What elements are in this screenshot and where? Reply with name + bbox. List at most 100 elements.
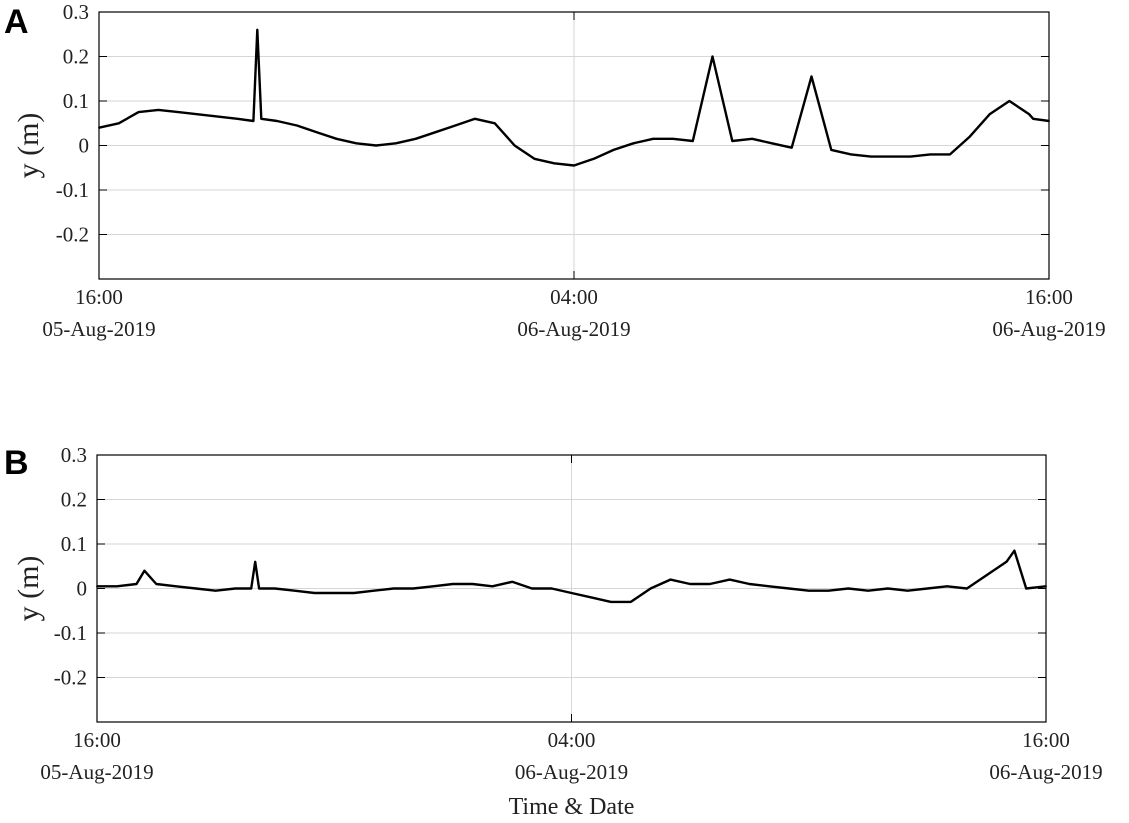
data-point <box>531 587 533 590</box>
data-point <box>194 587 197 590</box>
data-point <box>394 142 397 145</box>
data-point <box>985 574 988 577</box>
data-point <box>513 144 516 147</box>
data-point <box>788 587 790 590</box>
x-tick-date: 06-Aug-2019 <box>992 317 1105 341</box>
data-point <box>454 124 457 127</box>
data-point <box>966 587 968 590</box>
data-point <box>252 120 255 122</box>
data-point <box>250 587 253 590</box>
data-point <box>214 589 217 592</box>
x-tick-date: 06-Aug-2019 <box>517 317 630 341</box>
x-tick-date: 06-Aug-2019 <box>515 760 628 784</box>
x-tick-time: 16:00 <box>1022 728 1070 752</box>
y-tick-label: 0.1 <box>61 532 87 556</box>
data-point <box>216 115 219 118</box>
x-tick-date: 05-Aug-2019 <box>40 760 153 784</box>
y-tick-label: -0.1 <box>54 621 87 645</box>
data-point <box>375 144 377 147</box>
data-point <box>234 587 237 590</box>
data-point <box>274 587 276 590</box>
x-tick-time: 16:00 <box>75 285 123 309</box>
x-tick-date: 05-Aug-2019 <box>42 317 155 341</box>
data-point <box>629 600 632 603</box>
y-tick-label: 0 <box>79 134 90 158</box>
data-point <box>355 142 358 145</box>
data-point <box>236 117 239 120</box>
data-point <box>296 124 298 127</box>
data-point <box>711 55 714 58</box>
data-point <box>612 149 615 151</box>
data-point <box>276 120 279 122</box>
data-point <box>1025 587 1028 590</box>
data-point <box>412 587 415 590</box>
data-point <box>553 162 556 165</box>
data-point <box>949 153 951 156</box>
data-point <box>570 592 573 594</box>
data-point <box>652 137 655 140</box>
data-point <box>197 113 199 116</box>
data-point <box>926 587 929 590</box>
data-point <box>96 585 98 588</box>
data-point <box>867 589 869 592</box>
data-point <box>293 589 296 592</box>
panel-letter: B <box>4 444 29 482</box>
data-point <box>434 131 437 134</box>
y-tick-label: -0.2 <box>56 223 89 247</box>
data-point <box>260 117 263 120</box>
data-point <box>790 146 793 149</box>
data-point <box>451 583 454 585</box>
data-point <box>691 140 694 142</box>
data-point <box>748 583 751 585</box>
data-point <box>909 155 912 158</box>
data-point <box>672 137 674 140</box>
y-tick-label: -0.2 <box>54 666 87 690</box>
data-point <box>988 113 991 116</box>
x-tick-date: 06-Aug-2019 <box>989 760 1102 784</box>
data-point <box>491 585 494 588</box>
data-point <box>254 560 257 563</box>
panel-a: 0.3 0.2 0.1 0 -0.1 -0.2 16:00 05-Aug-2019 04:00 0… <box>4 0 1106 341</box>
y-tick-label: 0.1 <box>63 89 89 113</box>
data-point <box>768 585 771 588</box>
data-point <box>632 142 635 145</box>
x-tick-time: 16:00 <box>1025 285 1073 309</box>
data-point <box>807 589 810 592</box>
data-point <box>827 589 830 592</box>
data-point <box>731 140 734 142</box>
data-point <box>669 578 672 581</box>
data-point <box>946 585 949 588</box>
data-point <box>414 137 417 140</box>
data-point <box>1032 117 1035 120</box>
x-tick-time: 04:00 <box>550 285 598 309</box>
panel-b: 0.3 0.2 0.1 0 -0.1 -0.2 16:00 05-Aug-2019 04:00 0… <box>4 443 1103 820</box>
x-tick-time: 16:00 <box>73 728 121 752</box>
data-point <box>335 137 338 140</box>
data-point <box>550 587 553 590</box>
data-point <box>592 157 595 160</box>
data-point <box>137 111 140 114</box>
data-point <box>886 587 889 590</box>
y-tick-label: 0.2 <box>61 488 87 512</box>
data-point <box>751 137 754 140</box>
data-point <box>728 578 731 581</box>
x-tick-time: 04:00 <box>548 728 596 752</box>
y-tick-label: 0.3 <box>61 443 87 467</box>
y-axis-label: y (m) <box>12 556 45 622</box>
y-tick-label: 0.3 <box>63 0 89 24</box>
y-tick-label: 0 <box>77 577 88 601</box>
data-point <box>493 122 496 125</box>
data-point <box>573 164 575 167</box>
data-point <box>533 157 536 160</box>
data-point <box>471 583 474 585</box>
data-point <box>155 583 158 585</box>
data-point <box>157 109 160 111</box>
data-point <box>1013 549 1016 552</box>
data-point <box>847 587 850 590</box>
data-point <box>590 596 593 599</box>
data-point <box>256 28 259 31</box>
data-point <box>117 122 120 125</box>
data-point <box>830 149 833 151</box>
panel-letter: A <box>4 3 29 41</box>
data-point <box>315 131 318 134</box>
